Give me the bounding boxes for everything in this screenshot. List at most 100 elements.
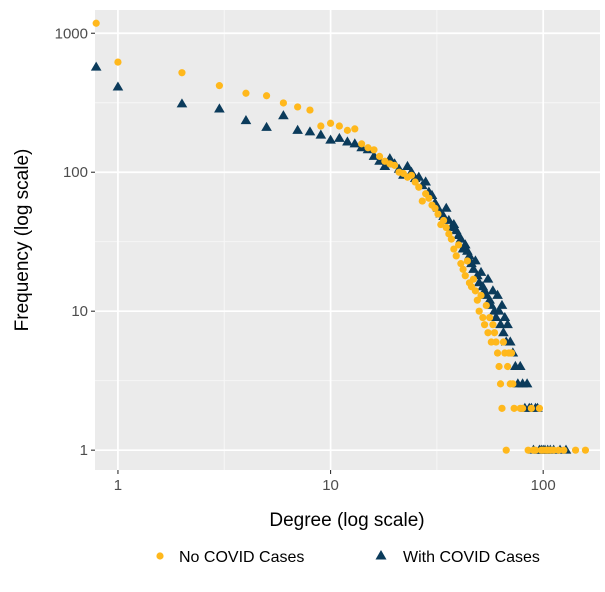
point-no-covid xyxy=(351,125,359,133)
point-with-covid xyxy=(459,239,471,249)
point-no-covid xyxy=(459,265,467,273)
point-no-covid xyxy=(425,194,433,202)
y-tick-label: 100 xyxy=(63,164,88,181)
minor-gridlines xyxy=(95,10,600,470)
point-no-covid xyxy=(531,446,540,454)
y-tick-label: 1 xyxy=(80,442,88,459)
point-no-covid xyxy=(375,152,384,160)
point-no-covid xyxy=(439,216,448,225)
plot-panel xyxy=(95,10,600,470)
point-with-covid xyxy=(495,319,506,329)
y-tick-label: 10 xyxy=(71,303,88,320)
point-no-covid xyxy=(454,241,463,249)
point-with-covid xyxy=(487,285,499,295)
y-axis-ticks: 1 10 100 1000 xyxy=(55,25,95,459)
legend-label-with-covid: With COVID Cases xyxy=(403,549,540,566)
x-axis-ticks: 1 10 100 xyxy=(114,470,556,494)
point-no-covid xyxy=(535,404,544,412)
point-with-covid xyxy=(379,160,391,170)
point-no-covid xyxy=(498,404,506,412)
point-no-covid xyxy=(452,252,460,260)
point-no-covid xyxy=(560,446,568,454)
point-no-covid xyxy=(450,245,458,253)
point-no-covid xyxy=(477,291,485,299)
point-with-covid xyxy=(475,266,487,276)
point-no-covid xyxy=(479,313,487,322)
point-with-covid xyxy=(438,210,449,220)
legend-key-with-covid xyxy=(375,550,387,560)
point-no-covid xyxy=(475,307,483,315)
point-no-covid xyxy=(178,69,186,77)
point-with-covid xyxy=(440,202,452,212)
point-with-covid xyxy=(112,81,124,91)
point-no-covid xyxy=(493,349,502,357)
point-no-covid xyxy=(343,126,352,134)
point-with-covid xyxy=(455,233,467,243)
point-with-covid xyxy=(498,327,509,337)
point-no-covid xyxy=(490,329,499,337)
point-no-covid xyxy=(326,119,335,127)
point-no-covid xyxy=(510,404,518,412)
point-with-covid xyxy=(514,360,526,370)
point-no-covid xyxy=(364,144,372,152)
point-with-covid xyxy=(504,336,516,346)
point-with-covid xyxy=(502,319,513,329)
point-with-covid xyxy=(325,134,336,144)
point-no-covid xyxy=(447,235,455,243)
point-with-covid xyxy=(402,160,413,170)
point-no-covid xyxy=(518,404,527,412)
point-no-covid xyxy=(499,338,508,346)
point-no-covid xyxy=(306,106,314,114)
point-no-covid xyxy=(486,313,494,322)
point-with-covid xyxy=(413,171,425,181)
point-no-covid xyxy=(495,362,503,371)
point-no-covid xyxy=(527,404,535,412)
point-no-covid xyxy=(442,223,450,232)
point-no-covid xyxy=(502,446,510,454)
point-with-covid xyxy=(240,115,252,125)
point-no-covid xyxy=(92,19,100,27)
point-no-covid xyxy=(581,446,590,454)
point-with-covid xyxy=(90,61,102,71)
point-with-covid xyxy=(490,311,502,322)
point-no-covid xyxy=(262,92,271,100)
point-no-covid xyxy=(471,287,480,295)
point-with-covid xyxy=(349,138,361,148)
point-no-covid xyxy=(457,260,465,268)
point-with-covid xyxy=(496,299,508,309)
legend-label-no-covid: No COVID Cases xyxy=(179,549,304,566)
point-with-covid xyxy=(214,103,225,113)
point-no-covid xyxy=(415,183,423,191)
point-with-covid xyxy=(342,136,353,146)
x-axis-title: Degree (log scale) xyxy=(269,510,424,531)
point-no-covid xyxy=(114,58,122,66)
point-no-covid xyxy=(507,349,516,357)
point-with-covid xyxy=(176,98,188,108)
point-no-covid xyxy=(411,178,419,186)
point-with-covid xyxy=(521,378,533,388)
point-with-covid xyxy=(482,273,494,283)
point-with-covid xyxy=(420,176,431,186)
point-with-covid xyxy=(484,294,495,304)
point-no-covid xyxy=(484,329,492,337)
point-with-covid xyxy=(464,250,475,260)
point-no-covid xyxy=(463,257,471,265)
point-no-covid xyxy=(294,103,302,111)
point-no-covid xyxy=(524,446,532,454)
point-with-covid xyxy=(292,124,303,134)
point-no-covid xyxy=(482,301,490,310)
point-no-covid xyxy=(554,446,563,454)
legend: No COVID Cases With COVID Cases xyxy=(156,549,540,566)
point-with-covid xyxy=(261,121,272,131)
point-no-covid xyxy=(461,272,469,280)
y-axis-title: Frequency (log scale) xyxy=(12,149,33,332)
x-tick-label: 1 xyxy=(114,477,122,494)
point-no-covid xyxy=(480,321,489,329)
point-no-covid xyxy=(242,89,250,97)
point-no-covid xyxy=(215,82,223,90)
point-no-covid xyxy=(390,161,399,169)
point-no-covid xyxy=(496,380,505,388)
point-no-covid xyxy=(407,171,416,179)
point-no-covid xyxy=(418,197,426,205)
